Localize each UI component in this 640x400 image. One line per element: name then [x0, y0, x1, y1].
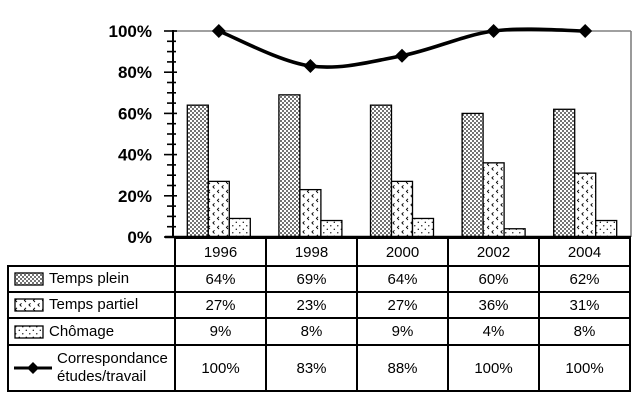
diamond-marker-1998 [303, 59, 318, 74]
year-header-2000: 2000 [356, 237, 449, 267]
table-corner-empty [8, 238, 175, 266]
chevron-swatch-icon [14, 298, 44, 312]
bar-dense-dot-fill-2004 [553, 108, 576, 238]
y-axis-label: 20% [118, 187, 152, 206]
value-cell-2002: 60% [447, 265, 540, 293]
diamond-marker-2000 [395, 48, 409, 63]
bar-dense-dot-fill-2002 [461, 112, 484, 238]
diamond-marker-2004 [578, 24, 593, 38]
sparse-dot-swatch-icon [14, 324, 44, 339]
legend-label: Correspondance études/travail [57, 350, 168, 385]
value-cell-2004: 62% [538, 265, 631, 293]
bar-chevron-fill-2000 [390, 180, 414, 238]
diamond-marker-2002 [486, 24, 501, 38]
line-diamond-swatch-icon [14, 362, 52, 374]
value-cell-2000: 27% [356, 291, 449, 319]
legend-entry: Temps partiel [10, 296, 173, 314]
bar-sparse-dot-fill-2000 [411, 217, 435, 238]
bar-sparse-dot-fill-1998 [320, 219, 343, 238]
chart-data-table: 1996 1998 2000 2002 2004 Temps plein 64% 69% 64… [7, 237, 631, 392]
value-cell-1996: 64% [174, 265, 267, 293]
table-row: Correspondance études/travail 100% 83% 88% 1… [7, 344, 631, 392]
bar-sparse-dot-fill-2004 [595, 219, 618, 238]
year-header-1996: 1996 [174, 237, 267, 267]
bar-chevron-fill-1998 [299, 188, 322, 238]
bar-chevron-fill-2002 [482, 162, 505, 238]
dense-dot-swatch-icon [14, 272, 44, 286]
y-axis-label: 60% [118, 104, 152, 123]
table-row: Chômage 9% 8% 9% 4% 8% [7, 317, 631, 346]
bar-chevron-fill-2004 [574, 172, 597, 238]
value-cell-2004: 100% [538, 344, 631, 392]
value-cell-2004: 8% [538, 317, 631, 346]
year-header-1998: 1998 [265, 237, 358, 267]
value-cell-2000: 64% [356, 265, 449, 293]
legend-entry: Chômage [10, 322, 173, 341]
y-axis-label: 40% [118, 146, 152, 165]
value-cell-1998: 83% [265, 344, 358, 392]
value-cell-2000: 88% [356, 344, 449, 392]
diamond-marker-1996 [211, 24, 226, 38]
legend-entry: Temps plein [10, 270, 173, 288]
bar-dense-dot-fill-2000 [369, 104, 393, 238]
value-cell-2002: 4% [447, 317, 540, 346]
bar-sparse-dot-fill-1996 [228, 217, 251, 238]
value-cell-1998: 69% [265, 265, 358, 293]
y-axis-label: 100% [109, 22, 152, 41]
table-row: Temps plein 64% 69% 64% 60% 62% [7, 265, 631, 293]
legend-entry: Correspondance études/travail [10, 350, 173, 386]
value-cell-1998: 8% [265, 317, 358, 346]
legend-cell: Temps partiel [7, 291, 176, 319]
legend-label: Temps partiel [49, 296, 139, 313]
year-header-2004: 2004 [538, 237, 631, 267]
y-axis-label: 80% [118, 63, 152, 82]
bar-dense-dot-fill-1998 [278, 94, 301, 238]
legend-label: Temps plein [49, 270, 130, 287]
year-header-row: 1996 1998 2000 2002 2004 [8, 237, 631, 267]
bar-dense-dot-fill-1996 [186, 104, 209, 238]
y-axis-label: 0% [127, 228, 152, 247]
legend-cell: Temps plein [7, 265, 176, 293]
table-row: Temps partiel 27% 23% 27% 36% 31% [7, 291, 631, 319]
value-cell-1996: 27% [174, 291, 267, 319]
bar-chevron-fill-1996 [207, 180, 230, 238]
value-cell-2002: 100% [447, 344, 540, 392]
year-header-2002: 2002 [447, 237, 540, 267]
value-cell-1998: 23% [265, 291, 358, 319]
value-cell-2002: 36% [447, 291, 540, 319]
bar-sparse-dot-fill-2002 [503, 228, 526, 238]
value-cell-1996: 9% [174, 317, 267, 346]
value-cell-2004: 31% [538, 291, 631, 319]
legend-cell: Correspondance études/travail [7, 344, 176, 392]
legend-label: Chômage [49, 322, 115, 340]
legend-cell: Chômage [7, 317, 176, 346]
value-cell-2000: 9% [356, 317, 449, 346]
value-cell-1996: 100% [174, 344, 267, 392]
